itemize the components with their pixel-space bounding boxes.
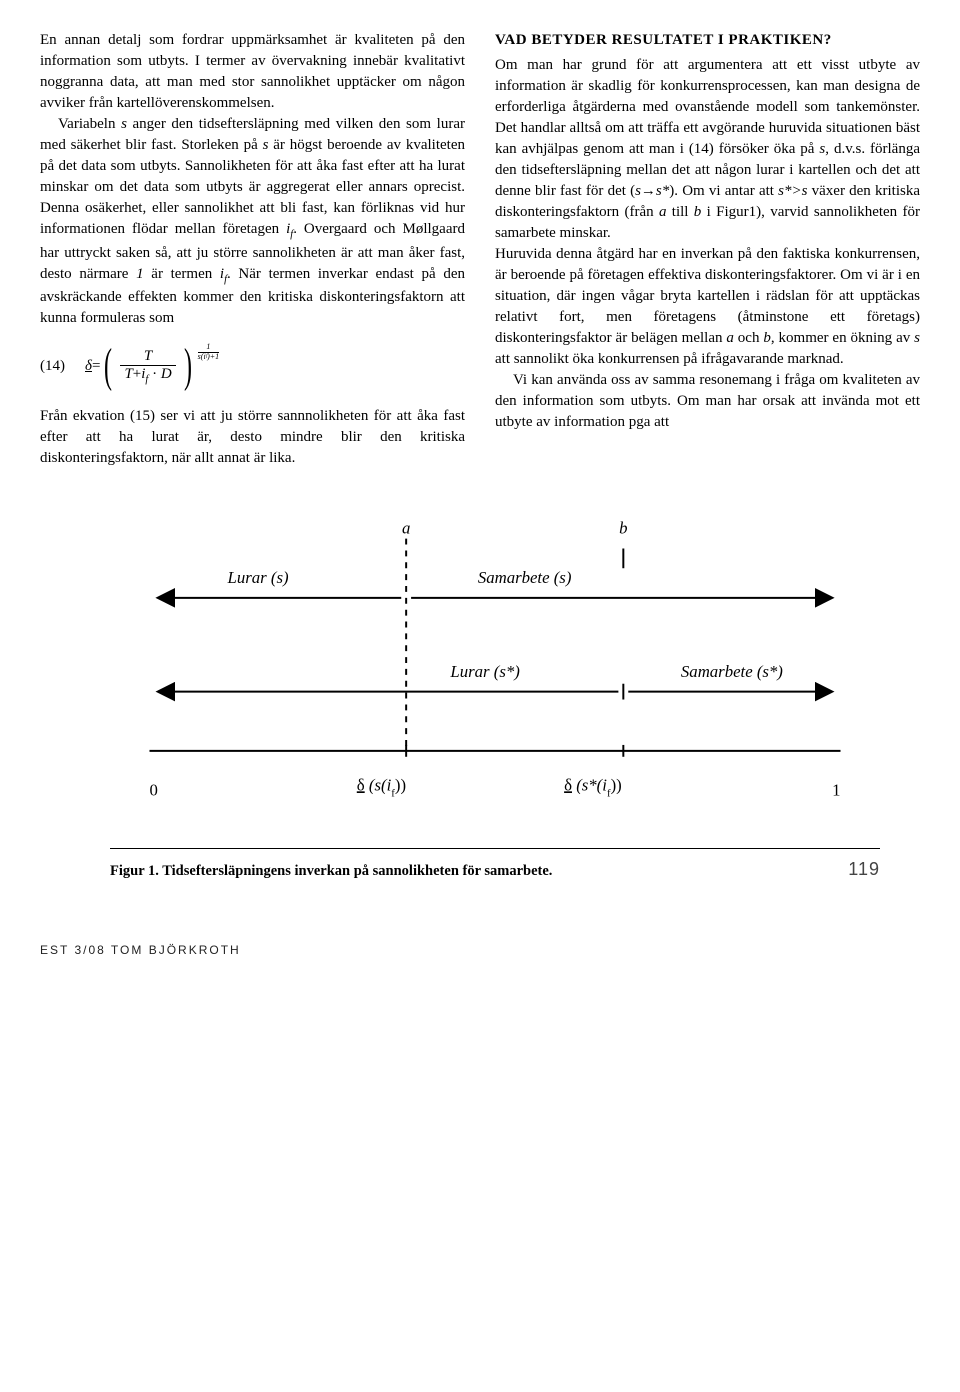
page-footer: EST 3/08 TOM BJÖRKROTH xyxy=(40,942,920,959)
text: , kommer en ökning av xyxy=(771,330,914,346)
var-sgt: s*>s xyxy=(778,183,807,199)
left-para-1: En annan detalj som fordrar uppmärksamhe… xyxy=(40,30,465,114)
var-1: 1 xyxy=(136,266,144,282)
svg-text:0: 0 xyxy=(149,780,157,799)
var-sarrow: s→s* xyxy=(635,183,669,199)
svg-text:Samarbete (s*): Samarbete (s*) xyxy=(681,662,783,681)
page-number: 119 xyxy=(848,857,880,882)
svg-text:Samarbete (s): Samarbete (s) xyxy=(478,568,572,587)
left-paren: ( xyxy=(104,347,112,385)
right-para-3: Vi kan använda oss av samma resonemang i… xyxy=(495,370,920,433)
right-paren: ) xyxy=(184,347,192,385)
delta-symbol: δ xyxy=(85,356,92,377)
text: En annan detalj som fordrar uppmärksamhe… xyxy=(40,32,465,111)
section-heading: VAD BETYDER RESULTATET I PRAKTIKEN? xyxy=(495,30,920,51)
left-para-1b: Variabeln s anger den tidseftersläpning … xyxy=(40,114,465,329)
right-para-1: Om man har grund för att argumentera att… xyxy=(495,55,920,244)
numerator: T xyxy=(140,348,156,365)
svg-text:b: b xyxy=(619,518,627,537)
exponent: 1 s(iᶠ)+1 xyxy=(198,343,219,362)
var-b: b xyxy=(763,330,771,346)
text: ). Om vi antar att xyxy=(669,183,778,199)
right-para-2: Huruvida denna åtgärd har en inverkan på… xyxy=(495,244,920,370)
fraction: T T+if · D xyxy=(120,348,175,385)
svg-text:Lurar (s*): Lurar (s*) xyxy=(449,662,520,681)
text: och xyxy=(734,330,763,346)
text: att sannolikt öka konkurrensen på ifråga… xyxy=(495,351,844,367)
text: är termen xyxy=(144,266,220,282)
svg-text:δ (s(if)): δ (s(if)) xyxy=(357,775,406,799)
text: till xyxy=(666,204,693,220)
right-column: VAD BETYDER RESULTATET I PRAKTIKEN? Om m… xyxy=(495,30,920,469)
svg-text:a: a xyxy=(402,518,410,537)
figure-caption: Figur 1. Tidseftersläpningens inverkan p… xyxy=(110,861,552,881)
svg-text:Lurar (s): Lurar (s) xyxy=(227,568,289,587)
denominator: T+if · D xyxy=(120,365,175,386)
eq-number: (14) xyxy=(40,356,65,377)
left-para-2: Från ekvation (15) ser vi att ju större … xyxy=(40,406,465,469)
equals: = xyxy=(92,356,100,377)
var-a: a xyxy=(726,330,734,346)
svg-text:1: 1 xyxy=(832,780,840,799)
figure-1: 0 1 a b Lurar (s) Samarbete (s) Lurar (s*) Sama… xyxy=(110,509,880,882)
left-column: En annan detalj som fordrar uppmärksamhe… xyxy=(40,30,465,469)
figure-svg: 0 1 a b Lurar (s) Samarbete (s) Lurar (s*) Sama… xyxy=(110,509,880,835)
svg-text:δ (s*(if)): δ (s*(if)) xyxy=(564,775,622,799)
var-s: s xyxy=(914,330,920,346)
text: Variabeln xyxy=(58,116,121,132)
equation-14: (14) δ = ( T T+if · D ) 1 s(iᶠ)+1 xyxy=(40,347,465,385)
